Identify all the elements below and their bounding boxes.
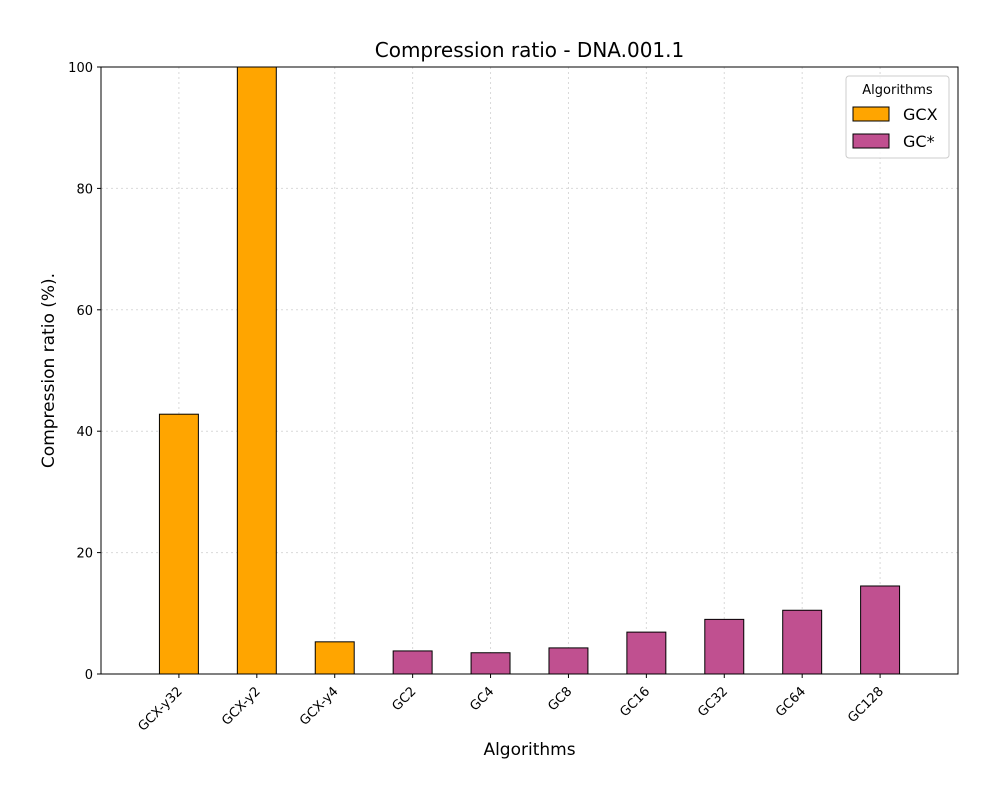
- bars: [158, 66, 901, 675]
- bar-gc64: [782, 609, 823, 675]
- x-tick-label: GCX-y2: [219, 684, 263, 728]
- bar-gc16: [626, 631, 667, 675]
- y-tick-label: 0: [85, 668, 93, 683]
- bar-gcx-y4: [314, 641, 355, 675]
- legend-title: Algorithms: [862, 83, 933, 98]
- x-tick-label: GCX-y32: [135, 684, 185, 734]
- legend-swatch: [852, 133, 890, 149]
- legend-label: GC*: [903, 132, 935, 151]
- x-axis-title: Algorithms: [483, 740, 575, 760]
- plot-area-frame: [100, 66, 959, 675]
- x-tick-label: GC32: [695, 684, 731, 720]
- legend-swatch: [852, 106, 890, 122]
- y-tick-label: 100: [68, 61, 93, 76]
- y-tick-label: 20: [76, 547, 93, 562]
- bar-gcx-y2: [236, 66, 277, 675]
- chart-title: Compression ratio - DNA.001.1: [375, 38, 684, 62]
- bar-gc4: [470, 652, 511, 675]
- bar-gc128: [860, 585, 901, 675]
- bar-gc2: [392, 650, 433, 675]
- y-axis-title: Compression ratio (%).: [39, 273, 59, 468]
- legend: Algorithms GCX GC*: [845, 75, 950, 159]
- legend-label: GCX: [903, 105, 938, 124]
- legend-entries: GCX GC*: [852, 105, 938, 151]
- y-axis-ticks: 0 20 40 60 80 100: [68, 61, 101, 683]
- bar-gc32: [704, 618, 745, 675]
- bar-gcx-y32: [158, 413, 199, 675]
- x-tick-label: GC64: [773, 684, 809, 720]
- y-tick-label: 80: [76, 182, 93, 197]
- x-tick-label: GC2: [389, 684, 419, 714]
- grid-lines: [101, 66, 958, 675]
- x-tick-label: GC128: [845, 684, 887, 726]
- y-tick-label: 40: [76, 425, 93, 440]
- bar-gc8: [548, 647, 589, 675]
- x-tick-label: GC8: [545, 684, 575, 714]
- x-tick-label: GC16: [617, 684, 653, 720]
- y-tick-label: 60: [76, 304, 93, 319]
- x-axis-ticks: GCX-y32 GCX-y2 GCX-y4 GC2 GC4 GC8 GC16 GC32 GC64…: [135, 674, 887, 735]
- x-tick-label: GC4: [467, 684, 497, 714]
- x-tick-label: GCX-y4: [297, 684, 341, 728]
